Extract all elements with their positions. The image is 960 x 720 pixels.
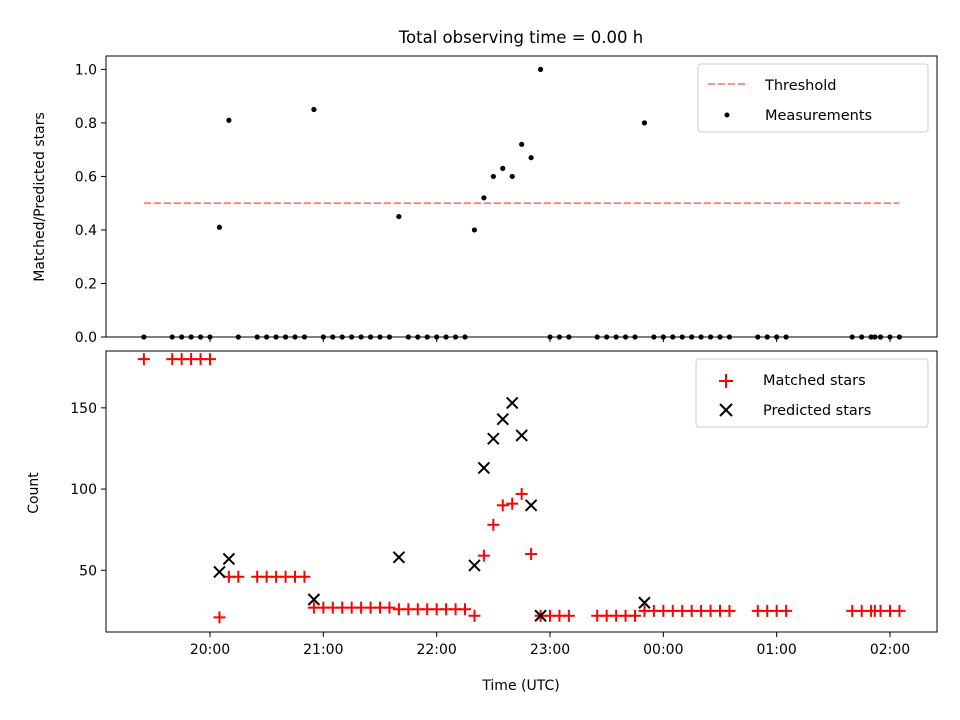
legend-predicted-swatch xyxy=(719,403,733,417)
matched-star-point xyxy=(562,609,575,622)
count-x-axis: 20:00 21:00 22:00 23:00 00:00 01:00 02:00 xyxy=(190,632,910,658)
measurement-point xyxy=(537,66,544,72)
count-y-label: Count xyxy=(26,472,42,514)
predicted-star-point xyxy=(496,413,509,426)
count-x-tick-label: 23:00 xyxy=(530,642,570,658)
predicted-star-point xyxy=(487,432,500,445)
measurement-point xyxy=(216,224,223,230)
ratio-y-tick-label: 1.0 xyxy=(75,62,97,78)
predicted-star-point xyxy=(477,461,491,475)
predicted-star-point xyxy=(524,499,538,512)
measurement-point xyxy=(396,213,402,220)
matched-star-point xyxy=(629,609,641,622)
predicted-star-point xyxy=(392,551,406,564)
predicted-star-point xyxy=(515,429,528,442)
measurement-point xyxy=(311,106,317,113)
count-x-tick-label: 00:00 xyxy=(643,642,683,658)
matched-star-point xyxy=(506,497,519,510)
matched-star-point xyxy=(477,549,490,562)
matched-star-point xyxy=(204,353,216,366)
matched-star-point xyxy=(232,570,245,583)
ratio-y-axis: 0.0 0.2 0.4 0.6 0.8 1.0 xyxy=(75,62,106,346)
legend-measurements-swatch xyxy=(724,112,730,118)
ratio-y-tick-label: 0.0 xyxy=(75,330,97,346)
count-x-tick-label: 01:00 xyxy=(756,642,796,658)
matched-star-point xyxy=(487,518,500,531)
measurement-point xyxy=(500,165,506,171)
matched-star-point xyxy=(213,611,226,624)
measurement-point xyxy=(481,195,487,201)
measurement-point xyxy=(528,155,534,161)
ratio-panel: Total observing time = 0.00 h 0.00.20.40… xyxy=(32,28,938,346)
ratio-y-tick-label: 0.2 xyxy=(75,276,97,292)
x-axis-label: Time (UTC) xyxy=(481,678,559,694)
predicted-star-point xyxy=(213,565,226,579)
matched-star-point xyxy=(137,353,150,366)
predicted-points xyxy=(213,396,651,622)
measurement-point xyxy=(490,173,496,180)
ratio-y-tick-label: 0.8 xyxy=(75,116,97,132)
measurement-point xyxy=(471,227,478,233)
count-panel: 50 100 150 20:00 21:00 22:00 23:00 00:00 01:00 0… xyxy=(26,350,938,694)
count-x-tick-label: 21:00 xyxy=(303,642,343,658)
count-y-tick-label: 150 xyxy=(70,401,97,417)
count-y-tick-label: 50 xyxy=(79,563,97,579)
ratio-legend: Threshold Measurements xyxy=(697,63,929,133)
matched-star-point xyxy=(780,604,793,617)
measurement-point xyxy=(519,141,525,147)
ratio-y-tick-label: 0.6 xyxy=(75,169,97,185)
matched-star-point xyxy=(383,601,396,614)
measurement-point xyxy=(226,117,232,123)
count-legend: Matched stars Predicted stars xyxy=(695,358,929,428)
matched-points xyxy=(137,353,906,624)
ratio-y-tick-label: 0.4 xyxy=(75,223,97,239)
measurement-point xyxy=(509,173,515,180)
measurement-point xyxy=(641,120,648,126)
matched-star-point xyxy=(298,570,311,583)
matched-star-point xyxy=(515,487,528,500)
count-y-tick-label: 100 xyxy=(70,482,97,498)
matched-star-point xyxy=(893,604,906,617)
matched-star-point xyxy=(468,609,481,622)
legend-threshold-label: Threshold xyxy=(764,78,836,94)
ratio-legend-box xyxy=(697,63,929,133)
predicted-star-point xyxy=(534,609,547,622)
matched-star-point xyxy=(723,604,736,617)
predicted-star-point xyxy=(307,593,321,606)
count-axes-frame xyxy=(105,350,938,633)
chart-title: Total observing time = 0.00 h xyxy=(398,28,643,47)
count-x-tick-label: 20:00 xyxy=(190,642,230,658)
count-x-tick-label: 02:00 xyxy=(870,642,910,658)
predicted-star-point xyxy=(468,559,481,572)
count-legend-box xyxy=(695,358,929,428)
matched-star-point xyxy=(496,499,509,512)
legend-matched-label: Matched stars xyxy=(763,373,866,389)
legend-measurements-label: Measurements xyxy=(765,108,872,124)
ratio-y-label: Matched/Predicted stars xyxy=(32,112,48,282)
legend-predicted-label: Predicted stars xyxy=(763,403,871,419)
predicted-star-point xyxy=(222,552,236,566)
predicted-star-point xyxy=(506,396,519,410)
count-y-axis: 50 100 150 xyxy=(70,401,106,579)
legend-matched-swatch xyxy=(719,374,733,388)
predicted-star-point xyxy=(638,596,651,609)
count-x-tick-label: 22:00 xyxy=(416,642,456,658)
ratio-axes-frame xyxy=(105,55,938,338)
matched-star-point xyxy=(459,603,471,616)
matched-star-point xyxy=(525,548,538,561)
